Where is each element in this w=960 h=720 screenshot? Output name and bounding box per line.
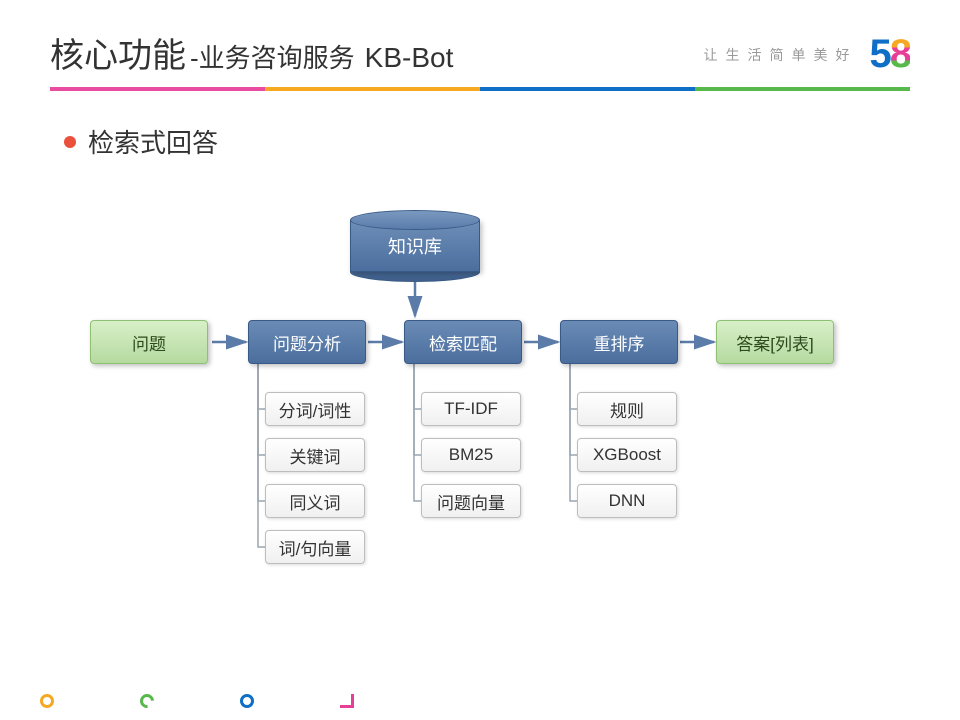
footer-shape-2 [240, 694, 254, 708]
sub-rm-1: BM25 [421, 438, 521, 472]
footer-shape-1 [137, 691, 157, 711]
bullet-text: 检索式回答 [88, 123, 218, 160]
node-ans: 答案[列表] [716, 320, 834, 364]
footer-shape-0 [40, 694, 54, 708]
sub-rr-2: DNN [577, 484, 677, 518]
title-kb: KB-Bot [365, 42, 454, 74]
node-q: 问题 [90, 320, 208, 364]
node-rm: 检索匹配 [404, 320, 522, 364]
kb-cylinder: 知识库 [350, 210, 480, 282]
sub-rr-1: XGBoost [577, 438, 677, 472]
title-sub: -业务咨询服务 [190, 38, 355, 75]
slide-header: 核心功能 -业务咨询服务 KB-Bot 让生活简单美好 58 [0, 0, 960, 77]
logo-digit-8: 8 [890, 32, 910, 76]
sub-pa-1: 关键词 [265, 438, 365, 472]
node-pa: 问题分析 [248, 320, 366, 364]
logo-58: 58 [870, 32, 911, 77]
node-rr: 重排序 [560, 320, 678, 364]
divider-bar [50, 87, 910, 91]
brand-area: 让生活简单美好 58 [704, 32, 911, 77]
sub-pa-0: 分词/词性 [265, 392, 365, 426]
flowchart: 知识库问题问题分析分词/词性关键词同义词词/句向量 检索匹配 TF-IDF BM25 问… [50, 210, 910, 640]
bullet-icon [64, 136, 76, 148]
title-main: 核心功能 [50, 28, 186, 77]
sub-rr-0: 规则 [577, 392, 677, 426]
sub-pa-2: 同义词 [265, 484, 365, 518]
logo-digit-5: 5 [870, 32, 890, 76]
bullet-row: 检索式回答 [64, 123, 960, 160]
sub-pa-3: 词/句向量 [265, 530, 365, 564]
footer-shape-3 [340, 694, 354, 708]
sub-rm-2: 问题向量 [421, 484, 521, 518]
footer-shapes [40, 694, 354, 708]
title-area: 核心功能 -业务咨询服务 KB-Bot [50, 28, 453, 77]
tagline: 让生活简单美好 [704, 45, 858, 65]
sub-rm-0: TF-IDF [421, 392, 521, 426]
